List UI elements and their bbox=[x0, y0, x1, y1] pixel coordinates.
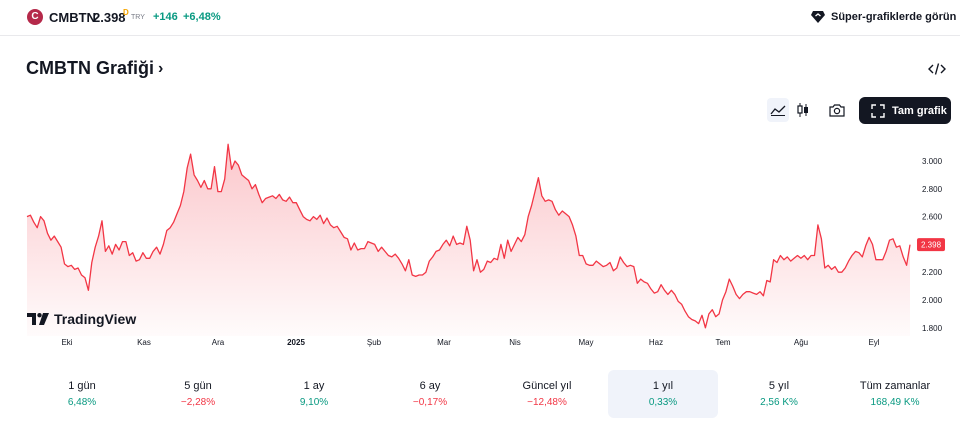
full-chart-label: Tam grafik bbox=[892, 104, 947, 117]
candles-chart-type-button[interactable] bbox=[792, 98, 814, 122]
x-axis-tick: 2025 bbox=[287, 338, 305, 347]
x-axis-tick: Şub bbox=[367, 338, 382, 347]
last-price: 2.398 bbox=[93, 10, 126, 25]
price-change-percent: +6,48% bbox=[183, 11, 221, 23]
supercharts-icon bbox=[811, 11, 825, 23]
period-change: 9,10% bbox=[299, 397, 329, 408]
symbol-name: CMBTN bbox=[49, 10, 96, 25]
period-label: Tüm zamanlar bbox=[859, 380, 931, 392]
supercharts-label: Süper-grafiklerde görün bbox=[831, 11, 957, 23]
symbol-header: C CMBTN 2.398 D TRY +146 +6,48% Süper-gr… bbox=[0, 0, 960, 36]
period-label: 1 ay bbox=[303, 380, 325, 392]
x-axis-tick: Ağu bbox=[794, 338, 808, 347]
period-1d[interactable]: 1 gün 6,48% bbox=[27, 370, 137, 418]
period-label: 6 ay bbox=[419, 380, 441, 392]
period-change: −2,28% bbox=[180, 397, 216, 408]
y-axis-tick: 2.200 bbox=[922, 268, 943, 277]
period-label: 1 yıl bbox=[652, 380, 674, 392]
chart-title: CMBTN Grafiği bbox=[26, 58, 154, 78]
full-chart-button[interactable]: Tam grafik bbox=[859, 97, 951, 124]
screenshot-button[interactable] bbox=[826, 98, 848, 122]
period-change: −0,17% bbox=[412, 397, 448, 408]
period-1m[interactable]: 1 ay 9,10% bbox=[259, 370, 369, 418]
camera-icon bbox=[829, 104, 845, 117]
period-6m[interactable]: 6 ay −0,17% bbox=[375, 370, 485, 418]
tradingview-logo[interactable]: TradingView bbox=[27, 311, 136, 327]
x-axis-tick: Eki bbox=[61, 338, 72, 347]
fullscreen-icon bbox=[871, 103, 885, 118]
period-1y[interactable]: 1 yıl 0,33% bbox=[608, 370, 718, 418]
area-chart-type-button[interactable] bbox=[767, 98, 789, 122]
price-line bbox=[26, 143, 911, 329]
y-axis-tick: 3.000 bbox=[922, 157, 943, 166]
period-5y[interactable]: 5 yıl 2,56 K% bbox=[724, 370, 834, 418]
period-all[interactable]: Tüm zamanlar 168,49 K% bbox=[840, 370, 950, 418]
period-5d[interactable]: 5 gün −2,28% bbox=[143, 370, 253, 418]
y-axis-tick: 2.000 bbox=[922, 296, 943, 305]
supercharts-link[interactable]: Süper-grafiklerde görün bbox=[810, 8, 956, 26]
y-axis-tick: 1.800 bbox=[922, 324, 943, 333]
period-label: 5 yıl bbox=[768, 380, 790, 392]
company-logo: C bbox=[27, 9, 43, 25]
x-axis-tick: Tem bbox=[715, 338, 730, 347]
price-area-fill bbox=[27, 144, 910, 336]
period-change: 0,33% bbox=[648, 397, 678, 408]
x-axis-tick: Nis bbox=[509, 338, 521, 347]
last-price-badge bbox=[917, 238, 945, 252]
currency: TRY bbox=[131, 14, 145, 21]
chart-title-link[interactable]: CMBTN Grafiği › bbox=[26, 58, 163, 79]
price-change: +146 bbox=[153, 11, 178, 23]
period-ytd[interactable]: Güncel yıl −12,48% bbox=[492, 370, 602, 418]
x-axis-tick: Haz bbox=[649, 338, 663, 347]
period-label: 5 gün bbox=[184, 380, 212, 392]
delayed-marker: D bbox=[123, 8, 129, 17]
period-performance-bar: 1 gün 6,48% 5 gün −2,28% 1 ay 9,10% 6 ay… bbox=[0, 370, 960, 420]
period-change: −12,48% bbox=[527, 397, 567, 408]
area-chart-icon bbox=[770, 105, 786, 116]
period-change: 2,56 K% bbox=[760, 397, 798, 408]
chevron-right-icon: › bbox=[158, 59, 164, 77]
period-change: 168,49 K% bbox=[870, 397, 920, 408]
candles-icon bbox=[797, 103, 808, 117]
y-axis-tick: 2.600 bbox=[922, 213, 943, 222]
y-axis-tick: 2.800 bbox=[922, 185, 943, 194]
x-axis-tick: May bbox=[578, 338, 593, 347]
x-axis-tick: Mar bbox=[437, 338, 451, 347]
embed-code-icon[interactable] bbox=[927, 60, 947, 78]
x-axis-tick: Eyl bbox=[868, 338, 879, 347]
period-label: Güncel yıl bbox=[522, 380, 572, 392]
x-axis-tick: Kas bbox=[137, 338, 151, 347]
tradingview-icon bbox=[27, 313, 49, 325]
last-price-label: 2.398 bbox=[921, 241, 942, 250]
x-axis-tick: Ara bbox=[212, 338, 225, 347]
period-label: 1 gün bbox=[68, 380, 96, 392]
period-change: 6,48% bbox=[67, 397, 97, 408]
tradingview-wordmark: TradingView bbox=[54, 311, 137, 327]
